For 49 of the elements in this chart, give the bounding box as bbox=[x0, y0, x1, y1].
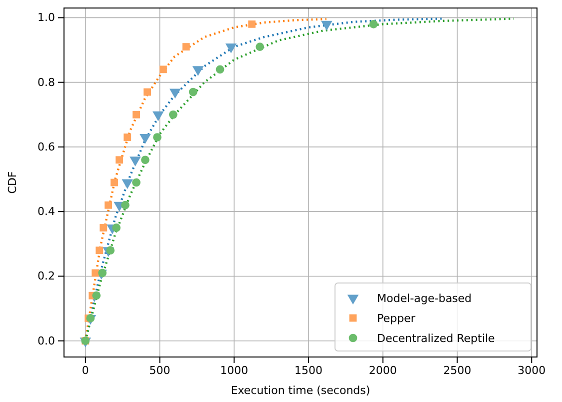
point bbox=[216, 65, 224, 74]
point bbox=[141, 156, 150, 164]
point bbox=[110, 178, 118, 186]
point bbox=[188, 88, 198, 96]
y-axis-title: CDF bbox=[6, 171, 19, 194]
point bbox=[132, 178, 140, 187]
point bbox=[124, 134, 132, 141]
point bbox=[100, 224, 108, 232]
x-tick-label: 3000 bbox=[518, 364, 546, 377]
legend-label: Pepper bbox=[377, 312, 416, 325]
point bbox=[192, 66, 204, 76]
legend-label: Decentralized Reptile bbox=[377, 332, 496, 345]
legend-label: Model-age-based bbox=[377, 292, 472, 305]
point bbox=[121, 200, 130, 210]
point bbox=[112, 224, 121, 232]
x-axis-title: Execution time (seconds) bbox=[230, 384, 370, 397]
y-tick-label: 0.2 bbox=[38, 270, 55, 283]
y-tick-label: 0.0 bbox=[38, 334, 55, 348]
point bbox=[153, 133, 162, 142]
point bbox=[130, 156, 141, 166]
point bbox=[152, 111, 164, 122]
y-tick-label: 0.6 bbox=[38, 140, 55, 154]
y-tick-label: 0.4 bbox=[38, 205, 55, 218]
x-tick-label: 2500 bbox=[443, 364, 472, 377]
point bbox=[104, 201, 112, 209]
point bbox=[144, 88, 152, 96]
point bbox=[98, 268, 107, 278]
point bbox=[92, 291, 101, 300]
point bbox=[369, 20, 378, 28]
point bbox=[182, 43, 190, 50]
point bbox=[106, 246, 115, 255]
point bbox=[92, 269, 100, 277]
x-tick-label: 500 bbox=[149, 364, 170, 377]
y-tick-label: 0.8 bbox=[38, 76, 55, 89]
x-tick-label: 0 bbox=[82, 364, 89, 377]
point bbox=[248, 20, 256, 28]
point bbox=[168, 110, 178, 119]
point bbox=[132, 110, 140, 118]
y-tick-label: 1.0 bbox=[38, 11, 55, 24]
point bbox=[86, 314, 95, 322]
point bbox=[96, 246, 104, 254]
point bbox=[256, 42, 264, 51]
point bbox=[160, 66, 167, 74]
point bbox=[116, 156, 124, 164]
x-tick-label: 1000 bbox=[220, 364, 248, 377]
x-tick-label: 1500 bbox=[294, 364, 323, 377]
point bbox=[122, 179, 133, 190]
point bbox=[140, 134, 151, 144]
x-tick-label: 2000 bbox=[368, 364, 397, 377]
